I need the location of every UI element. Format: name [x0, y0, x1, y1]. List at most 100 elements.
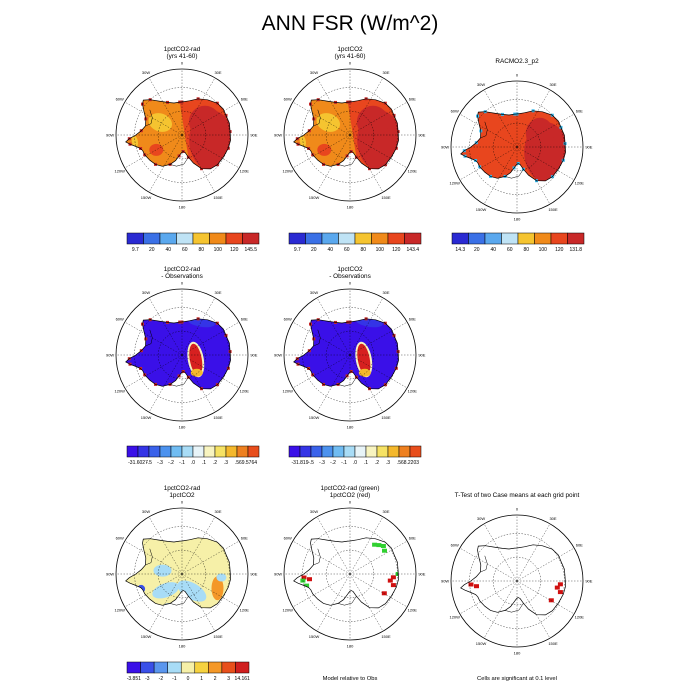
ice-shelf-line: [338, 157, 357, 167]
map-field-patch: [358, 368, 371, 377]
panel-title-line: (yrs 41-60): [334, 53, 366, 60]
longitude-label: 180: [347, 204, 354, 209]
colorbar-label: -.5: [308, 460, 314, 466]
colorbar-box: [501, 232, 519, 245]
panel-note: Cells are significant at 0.1 level: [477, 676, 557, 682]
significant-cell: [557, 590, 563, 595]
longitude-label: 90W: [274, 353, 282, 358]
colorbar-box: [167, 661, 182, 674]
longitude-label: 0: [516, 73, 519, 78]
meridian-line: [516, 580, 551, 639]
colorbar-label: 0: [187, 676, 190, 682]
longitude-label: 30E: [382, 290, 389, 295]
colorbar-label: 143.4: [407, 247, 420, 253]
significant-cell: [554, 585, 560, 590]
colorbar-box: [180, 661, 196, 674]
longitude-label: 0: [181, 61, 184, 66]
colorbar-box: [332, 445, 345, 458]
colorbar-label: -.3: [157, 460, 163, 466]
longitude-label: 150E: [213, 415, 223, 420]
colorbar-label: 100: [539, 247, 548, 253]
significant-cell: [356, 603, 361, 608]
colorbar-label: 14.3: [455, 247, 465, 253]
meridian-line: [181, 540, 240, 575]
meridian-line: [459, 113, 518, 148]
colorbar-label: -31.819: [292, 460, 309, 466]
colorbar-label: 80: [361, 247, 367, 253]
colorbar-box: [170, 445, 183, 458]
longitude-label: 150E: [548, 207, 558, 212]
panel-title: 1pctCO2-rad - Observations: [107, 266, 257, 280]
colorbar-box: [242, 232, 260, 245]
colorbar: 9.7 20 40 60 80 100 120 143.4: [288, 232, 422, 253]
colorbar-box: [225, 445, 238, 458]
colorbar-label: 120: [392, 247, 401, 253]
longitude-label: 180: [347, 643, 354, 648]
colorbar-label: -3: [145, 676, 150, 682]
colorbar-label: .3: [386, 460, 390, 466]
meridian-line: [349, 321, 408, 356]
colorbar-box: [288, 445, 301, 458]
colorbar-label: .3: [224, 460, 228, 466]
significant-cell: [527, 613, 533, 615]
meridian-line: [181, 516, 216, 575]
ice-shelf-line: [313, 329, 321, 347]
latitude-circle: [326, 550, 374, 598]
colorbar-box: [398, 445, 411, 458]
colorbar-box: [343, 445, 356, 458]
meridian-line: [349, 134, 384, 193]
colorbar-box: [567, 232, 585, 245]
meridian-line: [316, 573, 351, 632]
longitude-label: 90E: [418, 572, 425, 577]
colorbar-label: .5: [235, 460, 239, 466]
ice-shelf-line: [313, 109, 321, 127]
longitude-label: 0: [349, 61, 352, 66]
colorbar-label: -2: [159, 676, 164, 682]
colorbar-container: 14.3 20 40 60 80 100 120 131.8: [451, 232, 585, 253]
colorbar-box: [247, 445, 260, 458]
longitude-label: 30W: [310, 290, 318, 295]
longitude-label: 90E: [585, 579, 592, 584]
colorbar-box: [225, 232, 243, 245]
colorbar: -31.6027-.5 -.3 -.2 -.1 .0 .1 .2 .3 .5 69.5764: [126, 445, 260, 466]
map-field-patch: [190, 368, 203, 377]
meridian-line: [148, 77, 183, 136]
meridian-line: [292, 101, 351, 136]
panel-title: RACMO2.3_p2: [442, 58, 592, 65]
ice-shelf-line: [505, 169, 524, 179]
ice-shelf-line: [505, 603, 524, 613]
polar-map: 0 30E 60E 90E 120E 150E 180 150W 120W 90W 60W 30W: [106, 61, 258, 210]
meridian-line: [483, 146, 518, 205]
panel-title-line: - Observations: [161, 273, 203, 280]
longitude-label: 60E: [576, 543, 583, 548]
colorbar-label: 100: [376, 247, 385, 253]
significant-cell-green: [376, 543, 382, 548]
colorbar-box: [137, 445, 150, 458]
colorbar-box: [153, 661, 168, 674]
longitude-label: 120W: [449, 615, 460, 620]
colorbar-box: [208, 661, 223, 674]
colorbar-label: 60: [182, 247, 188, 253]
longitude-label: 30W: [142, 509, 150, 514]
colorbar-box: [387, 232, 405, 245]
meridian-line: [349, 516, 384, 575]
meridian-line: [181, 354, 216, 413]
longitude-label: 90E: [418, 133, 425, 138]
colorbar-box: [214, 445, 227, 458]
panel-title-line: T-Test of two Case means at each grid po…: [454, 492, 580, 499]
polar-map: 0 30E 60E 90E 120E 150E 180 150W 120W 90W 60W 30W: [274, 500, 426, 649]
longitude-label: 150W: [476, 641, 487, 646]
longitude-label: 30W: [477, 516, 485, 521]
longitude-label: 30E: [382, 70, 389, 75]
longitude-label: 120W: [114, 389, 125, 394]
longitude-label: 60E: [241, 317, 248, 322]
colorbar-box: [534, 232, 552, 245]
latitude-circle: [493, 557, 541, 605]
significant-cell-green: [395, 572, 399, 576]
colorbar-box: [288, 232, 306, 245]
colorbar-box: [192, 445, 205, 458]
colorbar-box: [404, 232, 422, 245]
colorbar-label: 20: [149, 247, 155, 253]
colorbar-box: [236, 445, 249, 458]
longitude-label: 120E: [240, 608, 250, 613]
